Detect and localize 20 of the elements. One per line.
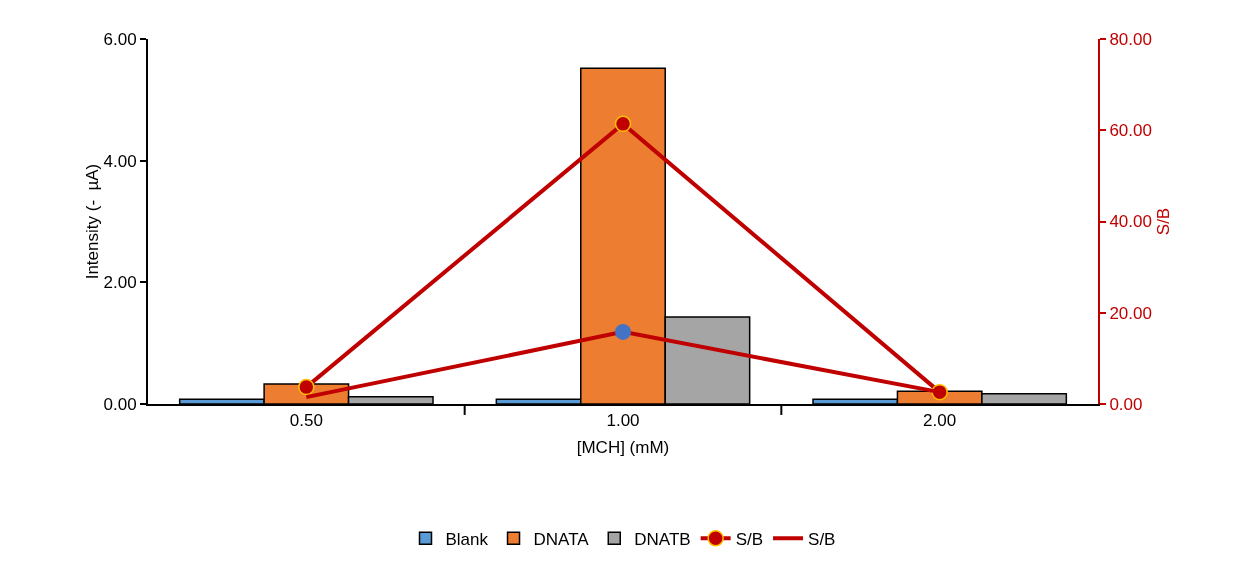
x-tick-label: 1.00: [606, 411, 640, 431]
y2-tick-label: 80.00: [1109, 29, 1152, 49]
x-tick-label: 0.50: [289, 411, 323, 431]
x-tick-label: 2.00: [923, 411, 957, 431]
x-axis-title: [MCH] (mM): [576, 438, 670, 458]
y-tick-label: 6.00: [103, 29, 137, 49]
legend-label: DNATA: [533, 529, 590, 549]
y-tick-label: 2.00: [103, 273, 137, 293]
y2-axis-title: S/B: [1153, 207, 1173, 236]
y-tick-label: 4.00: [103, 151, 137, 171]
y2-tick-label: 40.00: [1109, 212, 1152, 232]
y2-tick-label: 60.00: [1109, 121, 1152, 141]
y-axis-title: Intensity (- µA): [82, 163, 102, 280]
legend-label: Blank: [445, 529, 489, 549]
legend-label: S/B: [735, 529, 764, 549]
y2-tick-label: 20.00: [1109, 303, 1152, 323]
legend-label: S/B: [808, 529, 836, 549]
y-tick-label: 0.00: [103, 394, 137, 414]
legend-label: DNATB: [634, 529, 691, 549]
y2-tick-label: 0.00: [1109, 394, 1143, 414]
